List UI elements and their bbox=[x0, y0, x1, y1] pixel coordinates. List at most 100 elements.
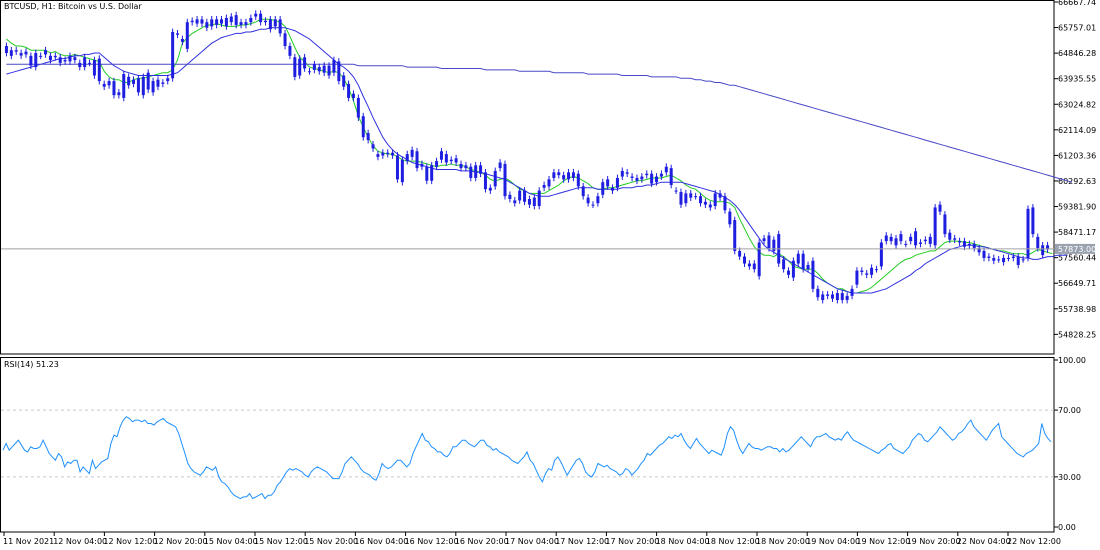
candle-body bbox=[342, 75, 346, 87]
candle-body bbox=[962, 241, 966, 247]
candle-body bbox=[523, 190, 527, 202]
candle-body bbox=[909, 236, 913, 242]
candle-body bbox=[840, 293, 844, 301]
candle-body bbox=[894, 238, 898, 246]
candle-body bbox=[1021, 259, 1025, 261]
candle-body bbox=[107, 81, 111, 86]
candle-body bbox=[444, 154, 448, 163]
price-tick-label: 61203.36 bbox=[1058, 151, 1096, 160]
candle-body bbox=[718, 193, 722, 198]
time-tick-label: 17 Nov 04:00 bbox=[505, 537, 559, 546]
candle-body bbox=[337, 61, 341, 82]
candle-body bbox=[699, 196, 703, 204]
candle-body bbox=[1026, 208, 1030, 258]
candle-body bbox=[586, 197, 590, 204]
candle-body bbox=[923, 239, 927, 242]
candle-body bbox=[855, 270, 859, 285]
candle-body bbox=[239, 22, 243, 25]
candle-body bbox=[317, 67, 321, 72]
candle-body bbox=[136, 78, 140, 93]
candle-body bbox=[874, 269, 878, 271]
candle-body bbox=[34, 53, 38, 68]
price-tick-label: 59381.90 bbox=[1058, 203, 1096, 212]
rsi-tick-label: 70.00 bbox=[1058, 406, 1081, 415]
time-tick-label: 18 Nov 04:00 bbox=[656, 537, 710, 546]
rsi-title: RSI(14) 51.23 bbox=[4, 360, 59, 369]
candle-body bbox=[102, 83, 106, 87]
candle-body bbox=[806, 264, 810, 270]
current-price-label: 57873.00 bbox=[1058, 245, 1096, 254]
candle-body bbox=[537, 190, 541, 207]
candle-body bbox=[977, 248, 981, 253]
candle-body bbox=[659, 173, 663, 177]
candle-body bbox=[728, 211, 732, 225]
candle-body bbox=[532, 197, 536, 207]
candle-body bbox=[826, 294, 830, 296]
rsi-tick-label: 30.00 bbox=[1058, 473, 1081, 482]
candle-body bbox=[557, 172, 561, 176]
time-tick-label: 17 Nov 12:00 bbox=[555, 537, 609, 546]
candle-body bbox=[801, 253, 805, 270]
candle-body bbox=[997, 259, 1001, 261]
candle-body bbox=[210, 19, 214, 27]
candle-body bbox=[88, 62, 92, 64]
candle-body bbox=[615, 177, 619, 188]
time-tick-label: 18 Nov 20:00 bbox=[756, 537, 810, 546]
candle-body bbox=[723, 196, 727, 211]
candle-body bbox=[48, 55, 52, 61]
candle-body bbox=[63, 60, 67, 62]
candle-body bbox=[293, 57, 297, 77]
candle-body bbox=[474, 165, 478, 178]
candle-body bbox=[371, 144, 375, 149]
fast-moving-average-line bbox=[6, 18, 1053, 294]
candle-body bbox=[791, 260, 795, 278]
candle-body bbox=[298, 58, 302, 76]
candle-body bbox=[459, 163, 463, 169]
candle-body bbox=[53, 55, 57, 58]
candle-body bbox=[508, 194, 512, 200]
candle-body bbox=[830, 294, 834, 299]
candle-body bbox=[1011, 256, 1015, 258]
candle-body bbox=[264, 20, 267, 23]
candle-body bbox=[73, 57, 77, 61]
candle-body bbox=[449, 159, 453, 162]
candle-body bbox=[527, 199, 531, 205]
candle-body bbox=[743, 256, 747, 264]
candle-body bbox=[4, 46, 8, 54]
candle-body bbox=[503, 163, 507, 197]
candle-body bbox=[366, 133, 370, 141]
candle-body bbox=[278, 19, 282, 34]
price-tick-label: 66667.74 bbox=[1058, 0, 1096, 7]
candle-body bbox=[122, 74, 126, 98]
candle-body bbox=[982, 250, 986, 258]
candle-body bbox=[674, 190, 678, 192]
candle-body bbox=[645, 173, 649, 176]
candle-body bbox=[161, 82, 165, 84]
candle-body bbox=[596, 196, 600, 204]
candle-body bbox=[92, 60, 96, 76]
candle-body bbox=[327, 65, 331, 76]
candle-body bbox=[332, 60, 336, 73]
price-tick-label: 65757.01 bbox=[1058, 24, 1096, 33]
candle-body bbox=[1006, 257, 1010, 259]
candle-body bbox=[694, 196, 698, 198]
candle-body bbox=[430, 165, 434, 181]
candle-body bbox=[713, 193, 717, 207]
candle-body bbox=[860, 270, 864, 272]
time-tick-label: 22 Nov 04:00 bbox=[957, 537, 1011, 546]
candle-body bbox=[112, 81, 116, 96]
candle-body bbox=[958, 241, 962, 243]
price-tick-label: 60292.63 bbox=[1058, 177, 1096, 186]
candle-body bbox=[733, 220, 737, 251]
candle-body bbox=[141, 76, 145, 96]
time-tick-label: 12 Nov 20:00 bbox=[154, 537, 208, 546]
candle-body bbox=[244, 22, 248, 25]
candle-body bbox=[171, 31, 175, 79]
candle-body bbox=[19, 53, 23, 56]
candle-body bbox=[288, 46, 292, 56]
candle-body bbox=[117, 92, 121, 96]
candle-body bbox=[542, 184, 546, 188]
candle-body bbox=[943, 214, 947, 235]
candle-body bbox=[762, 238, 766, 242]
candle-body bbox=[850, 288, 854, 296]
